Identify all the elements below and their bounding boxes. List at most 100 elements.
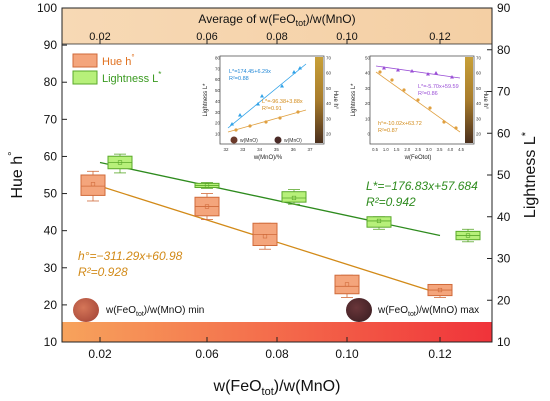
inset2-y-tick-label: 30 — [365, 86, 371, 91]
inset1-blue-fit — [227, 63, 307, 129]
hue-fit-equation: h°=−311.29x+60.98 — [78, 249, 183, 263]
inset2-purple-point — [434, 71, 438, 75]
inset2-orange-point — [390, 78, 394, 82]
inset1-blue-point — [298, 66, 302, 70]
hue-box-0 — [80, 170, 106, 202]
inset1-y-tick-label: 80 — [215, 56, 221, 61]
inset2-xlabel: w(FeOtot) — [404, 155, 432, 161]
y-left-tick-label: 40 — [44, 224, 58, 238]
inset2-purple-point — [396, 68, 400, 72]
inset2-ylabel-right: Hue h° — [482, 91, 488, 110]
hue-box-2-mean — [262, 234, 268, 239]
inset1-x-tick-label: 35 — [274, 147, 280, 152]
legend-label-lightness: Lightness L* — [102, 70, 161, 85]
box-plots — [80, 153, 481, 298]
inset1-y-tick-label: 70 — [215, 66, 221, 71]
inset1-xlabel: w(MnO)/% — [253, 155, 283, 161]
y-left-tick-label: 90 — [44, 38, 58, 52]
inset1-x-tick-label: 37 — [307, 147, 313, 152]
inset1-orange-point — [248, 124, 252, 128]
inset2-y-tick-label: 40 — [365, 71, 371, 76]
inset2-x-tick-label: 0.5 — [372, 147, 378, 152]
inset1-y-right-tick-label: 50 — [326, 86, 332, 91]
inset2-x-tick-label: 4.5 — [458, 147, 464, 152]
y-right-tick-label: 70 — [497, 85, 511, 99]
y-left-axis-label: Hue h° — [7, 151, 26, 198]
inset2-y-right-tick-label: 60 — [476, 71, 482, 76]
inset2-y-right-tick-label: 70 — [476, 56, 482, 61]
inset2-y-right-tick-label: 30 — [476, 116, 482, 121]
y-left-tick-label: 10 — [44, 335, 58, 349]
min-marker-circle — [73, 298, 99, 322]
inset1-y-right-tick-label: 20 — [326, 132, 332, 137]
inset2-x-tick-label: 1.0 — [383, 147, 389, 152]
lightness-box-4 — [455, 228, 481, 243]
y-right-tick-label: 20 — [497, 293, 511, 307]
lightness-box-1 — [194, 182, 220, 189]
inset1-orange-point — [278, 116, 282, 120]
inset2-orange-point — [378, 70, 382, 74]
top-axis-title: Average of w(FeOtot)/w(MnO) — [198, 12, 355, 28]
inset2-orange-point — [442, 120, 446, 124]
inset1-y-right-tick-label: 60 — [326, 71, 332, 76]
y-right-tick-label: 50 — [497, 168, 511, 182]
inset2-x-tick-label: 3.5 — [437, 147, 443, 152]
inset1-blue-point — [292, 70, 296, 74]
inset2-orange-point — [402, 88, 406, 92]
inset2-orange-point — [416, 98, 420, 102]
inset2-purple-point — [450, 75, 454, 79]
top-tick-label: 0.12 — [429, 31, 450, 43]
inset1-orange-point — [296, 110, 300, 114]
y-right-tick-label: 80 — [497, 43, 511, 57]
inset1-eq-orange: L*=-96.38+3.88x — [262, 99, 303, 105]
inset2-y-tick-label: 50 — [365, 56, 371, 61]
top-tick-label: 0.02 — [89, 31, 110, 43]
inset1-x-tick-label: 33 — [240, 147, 246, 152]
top-axis-band — [62, 8, 492, 44]
lightness-box-0-mean — [117, 160, 123, 165]
lightness-box-2 — [281, 189, 307, 205]
inset2-purple-point — [426, 72, 430, 76]
inset1-x-tick-label: 36 — [291, 147, 297, 152]
hue-box-0-mean — [90, 182, 96, 187]
inset2-x-tick-label: 1.5 — [394, 147, 400, 152]
inset1-legend-dot-a — [230, 136, 238, 144]
y-left-tick-label: 20 — [44, 298, 58, 312]
inset1-r2-orange: R²=0.91 — [262, 106, 282, 112]
max-marker-label: w(FeOtot)/w(MnO) max — [377, 305, 479, 318]
inset1-colorbar — [315, 57, 323, 143]
hue-box-1 — [194, 193, 220, 220]
inset2-orange-point — [454, 126, 458, 130]
max-marker-circle — [346, 298, 372, 322]
inset1-content: 32 33 34 35 36 37 10 20 30 40 50 60 70 80 20 30 40 50 60 70 — [215, 56, 332, 153]
lightness-box-0 — [107, 153, 133, 174]
inset2-r2-purple: R²=0.86 — [418, 91, 438, 97]
inset1-y-right-tick-label: 30 — [326, 116, 332, 121]
inset-mno: 32 33 34 35 36 37 10 20 30 40 50 60 70 80 20 30 40 50 60 70… — [203, 56, 338, 162]
y-right-tick-label: 40 — [497, 210, 511, 224]
inset1-ylabel: Lightness L* — [203, 83, 209, 117]
inset2-y-right-tick-label: 20 — [476, 132, 482, 137]
hue-box-3-mean — [344, 282, 350, 287]
inset2-orange-point — [428, 106, 432, 110]
inset1-y-tick-label: 50 — [215, 88, 221, 93]
lightness-box-1-mean — [204, 183, 210, 188]
hue-box-2 — [252, 222, 278, 250]
legend-label-hue: Hue h° — [102, 53, 135, 68]
inset1-orange-point — [264, 120, 268, 124]
inset2-content: 0.5 1.0 1.5 2.0 2.5 3.0 3.5 4.0 4.5 0 10 20 30 40 50 20… — [365, 56, 482, 153]
hue-box-1-mean — [204, 204, 210, 209]
inset2-purple-point — [382, 66, 386, 70]
hue-box-4 — [427, 283, 453, 298]
top-tick-label: 0.06 — [196, 31, 217, 43]
lightness-box-2-box — [281, 191, 307, 203]
inset2-y-tick-label: 20 — [365, 101, 371, 106]
lightness-fit-r2: R²=0.942 — [366, 195, 416, 209]
inset2-x-tick-label: 3.0 — [426, 147, 432, 152]
inset1-orange-point — [234, 128, 238, 132]
x-tick-label: 0.06 — [195, 347, 219, 361]
inset1-blue-point — [238, 113, 242, 117]
y-right-tick-label: 30 — [497, 252, 511, 266]
inset1-y-tick-label: 40 — [215, 99, 221, 104]
